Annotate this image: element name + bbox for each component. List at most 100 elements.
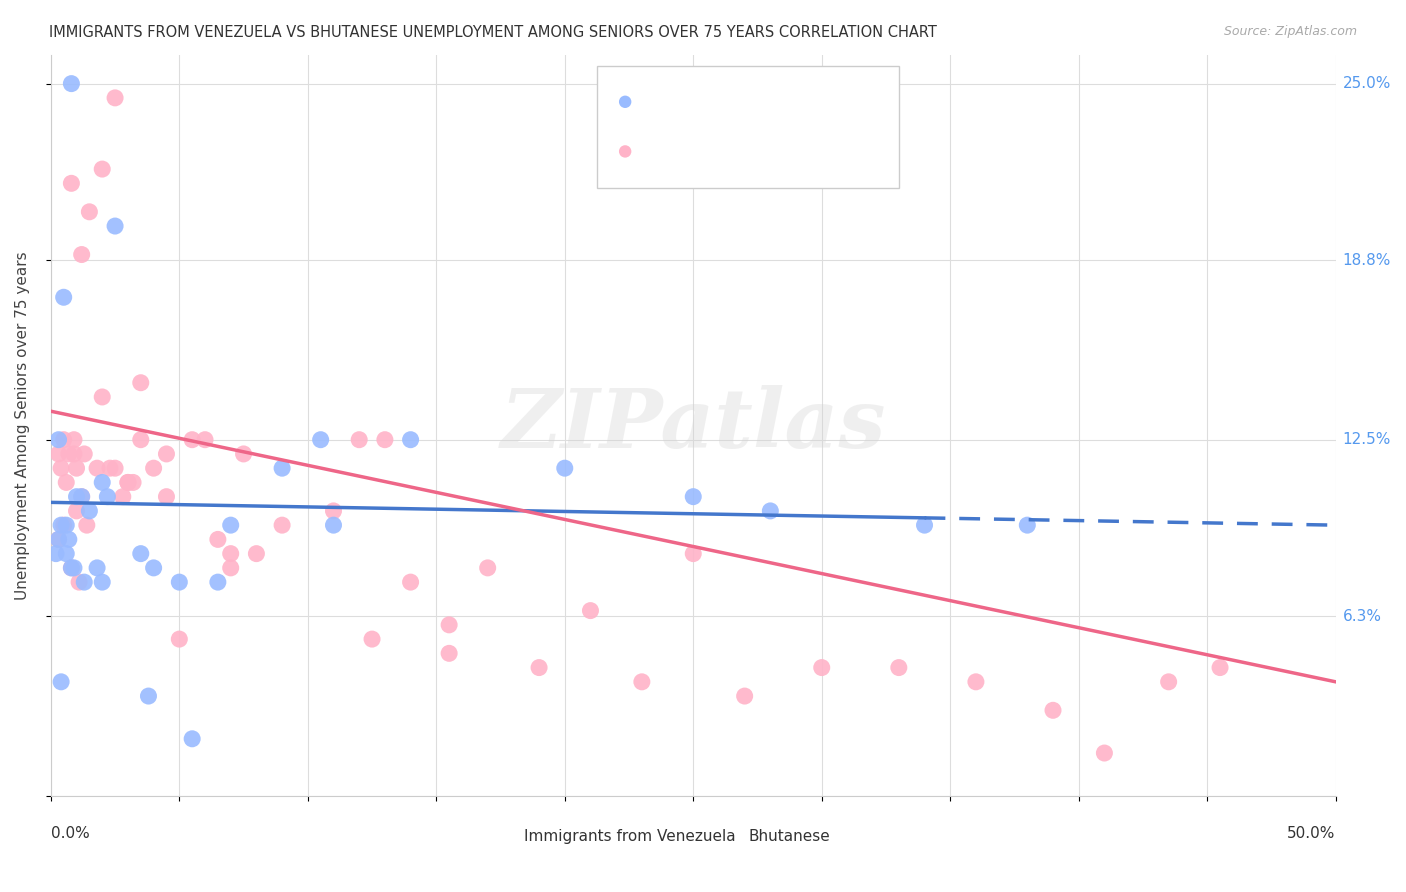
Point bbox=[309, 433, 332, 447]
Point bbox=[91, 162, 114, 177]
Point bbox=[86, 461, 108, 475]
Point bbox=[63, 447, 86, 461]
Point bbox=[58, 533, 80, 547]
Point bbox=[76, 518, 98, 533]
Point bbox=[207, 575, 229, 590]
Point bbox=[181, 433, 204, 447]
Point bbox=[79, 204, 101, 219]
Point bbox=[60, 561, 83, 575]
Point bbox=[322, 504, 344, 518]
Point bbox=[631, 674, 654, 689]
Point bbox=[70, 490, 93, 504]
Point bbox=[437, 646, 460, 660]
Text: 18.8%: 18.8% bbox=[1343, 252, 1391, 268]
Point bbox=[52, 518, 75, 533]
Point bbox=[155, 447, 177, 461]
Text: 25.0%: 25.0% bbox=[1343, 76, 1391, 91]
Point bbox=[245, 547, 267, 561]
Point bbox=[48, 433, 70, 447]
FancyBboxPatch shape bbox=[598, 66, 898, 188]
Point bbox=[45, 547, 67, 561]
Point bbox=[554, 461, 576, 475]
Point bbox=[169, 575, 191, 590]
Text: IMMIGRANTS FROM VENEZUELA VS BHUTANESE UNEMPLOYMENT AMONG SENIORS OVER 75 YEARS : IMMIGRANTS FROM VENEZUELA VS BHUTANESE U… bbox=[49, 25, 936, 40]
Text: ZIPatlas: ZIPatlas bbox=[501, 385, 886, 466]
Point bbox=[1092, 746, 1115, 760]
Point bbox=[169, 632, 191, 646]
Point bbox=[129, 376, 152, 390]
Point bbox=[104, 219, 127, 233]
Point bbox=[122, 475, 145, 490]
Point bbox=[181, 731, 204, 746]
Point bbox=[73, 447, 96, 461]
Point bbox=[477, 561, 499, 575]
Point bbox=[60, 561, 83, 575]
Point bbox=[51, 764, 73, 778]
Point bbox=[65, 490, 87, 504]
Point bbox=[63, 433, 86, 447]
Point bbox=[91, 475, 114, 490]
Text: R = -0.343   N = 63: R = -0.343 N = 63 bbox=[654, 144, 804, 159]
Point bbox=[49, 790, 72, 805]
Point bbox=[129, 433, 152, 447]
Text: R = -0.048   N = 37: R = -0.048 N = 37 bbox=[654, 95, 803, 110]
Point bbox=[437, 618, 460, 632]
Point bbox=[527, 660, 550, 674]
Text: 12.5%: 12.5% bbox=[1343, 433, 1391, 447]
Point bbox=[399, 575, 422, 590]
Point bbox=[63, 561, 86, 575]
Point bbox=[142, 561, 165, 575]
Point bbox=[55, 475, 77, 490]
Point bbox=[55, 518, 77, 533]
Point bbox=[271, 518, 294, 533]
Point bbox=[271, 461, 294, 475]
Point bbox=[52, 290, 75, 304]
Point bbox=[1209, 660, 1232, 674]
Text: 6.3%: 6.3% bbox=[1343, 609, 1382, 624]
Text: Bhutanese: Bhutanese bbox=[748, 829, 831, 844]
Point bbox=[194, 433, 217, 447]
Y-axis label: Unemployment Among Seniors over 75 years: Unemployment Among Seniors over 75 years bbox=[15, 252, 30, 599]
Point bbox=[1017, 518, 1039, 533]
Point bbox=[117, 475, 139, 490]
Point bbox=[55, 547, 77, 561]
Point bbox=[49, 461, 72, 475]
Text: Source: ZipAtlas.com: Source: ZipAtlas.com bbox=[1223, 25, 1357, 38]
Point bbox=[98, 461, 121, 475]
Point bbox=[117, 475, 139, 490]
Point bbox=[347, 433, 370, 447]
Point bbox=[91, 575, 114, 590]
Point bbox=[96, 490, 118, 504]
Point bbox=[579, 604, 602, 618]
Point bbox=[49, 518, 72, 533]
Point bbox=[1157, 674, 1180, 689]
Point bbox=[399, 433, 422, 447]
Point bbox=[48, 533, 70, 547]
Point bbox=[142, 461, 165, 475]
Point bbox=[51, 762, 73, 776]
Point bbox=[232, 447, 254, 461]
Point bbox=[70, 490, 93, 504]
Point bbox=[53, 790, 76, 805]
Point bbox=[79, 504, 101, 518]
Text: 0.0%: 0.0% bbox=[51, 826, 90, 841]
Point bbox=[887, 660, 910, 674]
Point bbox=[138, 689, 160, 703]
Point bbox=[1042, 703, 1064, 717]
Point bbox=[104, 461, 127, 475]
Point bbox=[60, 177, 83, 191]
Point bbox=[682, 547, 704, 561]
Point bbox=[219, 518, 242, 533]
Point bbox=[60, 77, 83, 91]
Point bbox=[52, 433, 75, 447]
Point bbox=[207, 533, 229, 547]
Text: 50.0%: 50.0% bbox=[1288, 826, 1336, 841]
Point bbox=[322, 518, 344, 533]
Point bbox=[48, 533, 70, 547]
Point bbox=[682, 490, 704, 504]
Point bbox=[810, 660, 832, 674]
Point bbox=[734, 689, 756, 703]
Point bbox=[58, 447, 80, 461]
Point bbox=[49, 674, 72, 689]
Point bbox=[759, 504, 782, 518]
